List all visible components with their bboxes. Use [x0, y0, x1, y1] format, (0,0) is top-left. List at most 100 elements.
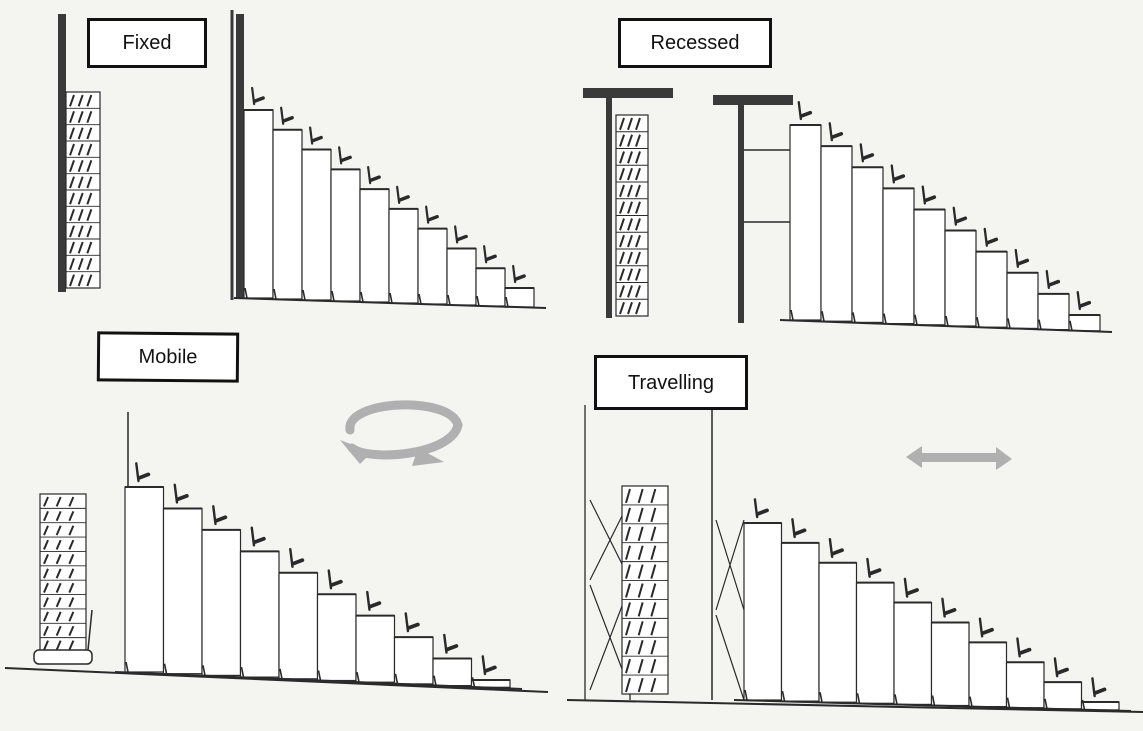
stack-seat-mark [637, 583, 644, 598]
seat-icon [338, 146, 352, 165]
stack-seat-mark [627, 184, 633, 198]
tier-leg [1038, 319, 1042, 330]
seat-icon [978, 617, 994, 638]
tier-leg [781, 690, 786, 702]
tier-riser [913, 208, 946, 326]
tier-leg [976, 317, 980, 328]
stack-seat-mark [69, 143, 75, 156]
tier-leg [856, 693, 861, 704]
stack-seat-mark [43, 510, 49, 522]
stack-seat-mark [635, 301, 641, 315]
seat-icon [859, 143, 875, 163]
stack-seat-mark [619, 167, 625, 181]
stack-seat-mark [86, 241, 93, 254]
stack-seat-mark [43, 554, 49, 565]
tier-leg [471, 677, 476, 688]
stack-seat-mark [619, 301, 625, 315]
stack-seat-mark [650, 639, 657, 655]
stack-seat-mark [637, 564, 644, 579]
seat-icon [309, 126, 323, 145]
seating-tiers [779, 101, 1113, 333]
stack-seat-mark [627, 301, 633, 315]
rotate-arrow-top [345, 400, 463, 435]
tier-riser [504, 287, 535, 308]
stack-seat-mark [77, 176, 84, 189]
seat-icon [425, 205, 439, 224]
stack-seat-mark [68, 525, 75, 536]
tier-riser [388, 208, 419, 304]
stack-seat-mark [43, 525, 49, 536]
tier-riser [330, 168, 361, 302]
stack-seat-mark [635, 218, 641, 231]
tier-leg [447, 294, 451, 306]
stack-seat-mark [55, 554, 62, 565]
stack-seat-mark [55, 510, 62, 522]
tier-leg [360, 291, 364, 303]
stack-seat-mark [635, 251, 641, 265]
seat-icon [941, 597, 957, 618]
stack-seat-mark [86, 192, 93, 205]
tier-riser [243, 109, 274, 299]
stack-seat-mark [619, 268, 625, 281]
tier-leg [821, 311, 825, 322]
wall [236, 14, 244, 298]
stack-seat-mark [650, 658, 657, 674]
tier-riser [743, 522, 783, 701]
seat-icon [753, 498, 769, 519]
stack-seat-mark [625, 564, 631, 579]
tier-leg [279, 668, 283, 679]
stack-seat-mark [69, 258, 75, 270]
seat-icon [797, 101, 813, 121]
stack-seat-mark [627, 234, 633, 248]
tier-leg [969, 696, 973, 707]
seat-icon [1014, 248, 1030, 268]
stack-seat-mark [77, 160, 84, 172]
stack-seat-mark [625, 545, 631, 560]
tier-riser [1005, 661, 1045, 709]
seating-tiers [233, 86, 547, 309]
stack-seat-mark [69, 94, 75, 107]
stack-seat-mark [650, 602, 657, 617]
tier-riser [239, 550, 280, 678]
recess-header [583, 88, 673, 98]
tier-leg [931, 695, 936, 706]
stack-seat-mark [68, 568, 75, 579]
stack-seat-mark [86, 274, 93, 287]
tier-riser [930, 621, 970, 707]
stack-seat-mark [635, 268, 641, 281]
tier-leg [302, 289, 306, 301]
tier-leg [418, 293, 422, 305]
seat-icon [251, 86, 265, 106]
tier-riser [272, 129, 303, 300]
stack-seat-mark [619, 251, 625, 265]
retracted-stack [39, 493, 87, 653]
tier-leg [202, 665, 206, 676]
stack-seat-mark [69, 225, 75, 238]
stack-seat-mark [627, 134, 633, 147]
tier-leg [819, 692, 823, 703]
arrowhead-left [906, 446, 922, 468]
label-travelling: Travelling [594, 355, 748, 410]
tier-leg [883, 313, 887, 324]
stack-seat-mark [86, 225, 93, 238]
seating-tiers [733, 498, 1132, 712]
stack-seat-mark [55, 625, 62, 637]
stack-seat-mark [77, 241, 84, 254]
stack-seat-mark [69, 274, 75, 287]
stack-seat-mark [68, 554, 75, 565]
recess-header [713, 95, 793, 105]
wall [606, 98, 612, 318]
wall [738, 105, 744, 323]
seat-icon [866, 557, 882, 578]
seat-icon [1053, 657, 1069, 678]
seat-icon [481, 655, 497, 676]
tier-riser [1006, 272, 1039, 329]
stack-seat-mark [86, 111, 93, 123]
tier-leg [433, 675, 437, 686]
tier-riser [417, 228, 448, 305]
stack-seat-mark [86, 258, 93, 270]
stack-seat-mark [77, 192, 84, 205]
tier-riser [893, 601, 933, 705]
label-fixed: Fixed [87, 18, 207, 68]
tier-riser [780, 542, 820, 702]
